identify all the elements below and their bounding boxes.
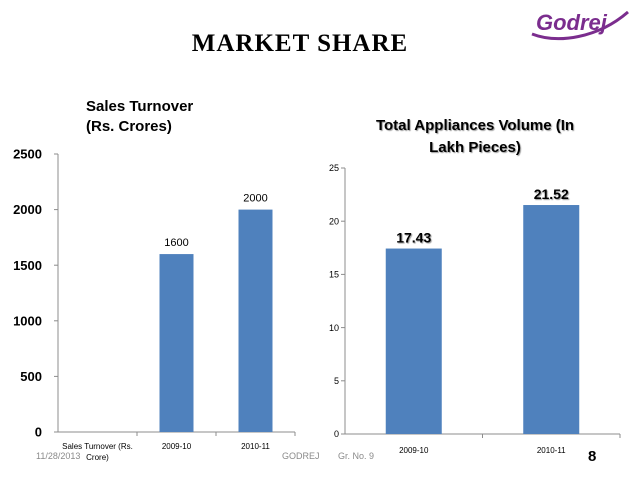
- chart2-y-tick-label: 5: [334, 376, 339, 386]
- chart1-y-tick-label: 2500: [13, 147, 42, 162]
- chart1-y-tick-label: 1500: [13, 258, 42, 273]
- chart2-y-tick-label: 15: [329, 270, 339, 280]
- logo-text: Godrej: [536, 10, 608, 35]
- godrej-logo: Godrej: [531, 10, 629, 41]
- chart1-bar: [159, 254, 194, 432]
- chart1-y-tick-label: 1000: [13, 313, 42, 328]
- chart2-category-label: 2010-11: [537, 446, 566, 455]
- page-number: 8: [588, 448, 597, 465]
- chart2-bar: [523, 205, 580, 434]
- chart1-category-label: Sales Turnover (Rs. Crore): [62, 442, 133, 462]
- chart2-data-label: 21.52: [534, 186, 569, 202]
- chart1-data-label: 1600: [164, 237, 188, 249]
- chart2-title: Total Appliances Volume (In Lakh Pieces): [340, 115, 610, 159]
- chart2-title-line1: Total Appliances Volume (In: [375, 117, 575, 134]
- chart2-y-tick-label: 0: [334, 429, 339, 439]
- chart1-category-label: 2009-10: [162, 442, 192, 451]
- chart2-y-tick-label: 25: [329, 163, 339, 173]
- chart1-y-tick-label: 0: [35, 425, 42, 440]
- appliances-volume-chart: 0 5 10 15 20 25 17.43 2009-10 21.52 2010-11: [329, 163, 621, 455]
- chart2-data-label: 17.43: [396, 230, 431, 246]
- chart1-y-tick-label: 500: [20, 369, 42, 384]
- chart1-bar: [238, 209, 273, 432]
- chart1-title-line1: Sales Turnover: [86, 98, 194, 115]
- chart1-title-line2: (Rs. Crores): [86, 118, 172, 135]
- chart2-y-tick-label: 20: [329, 216, 339, 226]
- footer-date: 11/28/2013: [36, 451, 81, 461]
- chart1-y-tick-label: 2000: [13, 202, 42, 217]
- chart1-title: Sales Turnover (Rs. Crores): [86, 97, 193, 137]
- sales-turnover-chart: 0 500 1000 1500 2000 2500 Sales Turnover (Rs. C…: [13, 147, 296, 462]
- chart2-title-line2: Lakh Pieces): [429, 139, 521, 156]
- chart1-data-label: 2000: [243, 193, 267, 205]
- slide-title: MARKET SHARE: [191, 30, 409, 57]
- footer-company: GODREJ: [282, 451, 320, 461]
- chart2-category-label: 2009-10: [399, 446, 429, 455]
- chart2-y-tick-label: 10: [329, 323, 339, 333]
- chart2-bar: [385, 248, 442, 434]
- chart1-category-label: 2010-11: [241, 442, 270, 451]
- footer-group: Gr. No. 9: [338, 451, 375, 461]
